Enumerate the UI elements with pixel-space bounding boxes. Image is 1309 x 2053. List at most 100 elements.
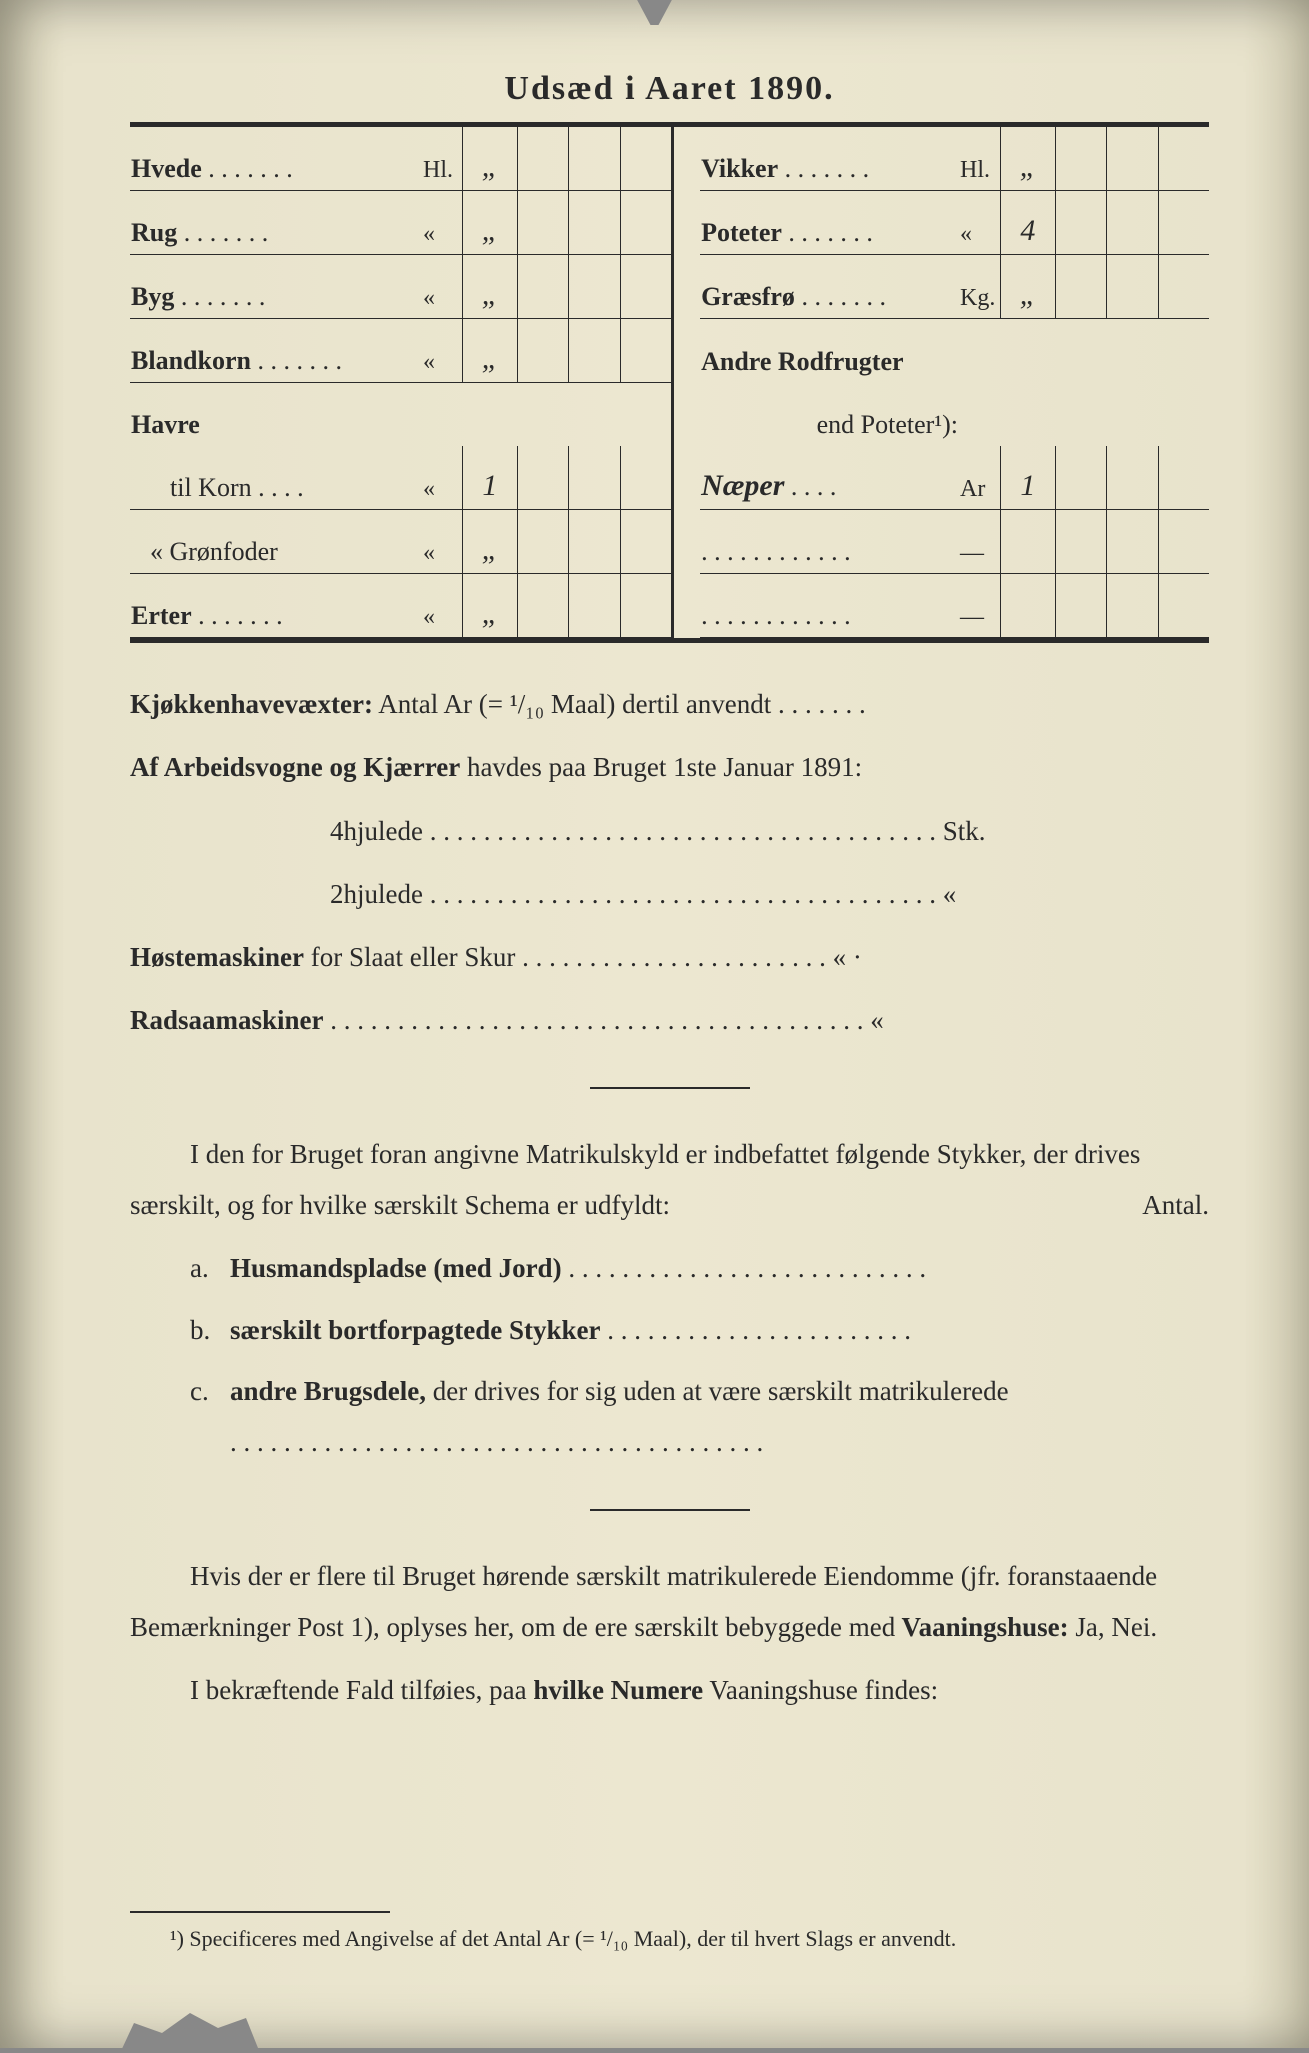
page-tear — [120, 2003, 260, 2053]
crop-label-right: Andre Rodfrugter — [700, 319, 959, 383]
footnote-text: ¹) Specificeres med Angivelse af det Ant… — [130, 1921, 1209, 1956]
value-cell — [620, 510, 672, 574]
value-cell — [569, 191, 620, 255]
value-cell — [1158, 510, 1209, 574]
unit-right: Kg. — [959, 255, 1001, 319]
value-cell: „ — [463, 574, 518, 638]
value-cell — [569, 319, 620, 383]
list-a-dots: . . . . . . . . . . . . . . . . . . . . … — [562, 1253, 927, 1283]
crop-label-right: Poteter . . . . . . . — [700, 191, 959, 255]
para-vaaningshuse: Hvis der er flere til Bruget hørende sær… — [130, 1551, 1209, 1654]
value-cell — [517, 383, 568, 447]
para2-end: Ja, Nei. — [1069, 1612, 1157, 1642]
value-cell — [1001, 510, 1056, 574]
value-cell — [517, 446, 568, 510]
hoste-line: Høstemaskiner for Slaat eller Skur . . .… — [130, 932, 1209, 983]
unit-left — [422, 383, 463, 447]
crop-label-right: . . . . . . . . . . . . — [700, 510, 959, 574]
unit-right: — — [959, 510, 1001, 574]
arbeids-label: Af Arbeidsvogne og Kjærrer — [130, 752, 460, 782]
value-cell: „ — [1001, 255, 1056, 319]
seed-row: « Grønfoder«„. . . . . . . . . . . .— — [130, 510, 1209, 574]
footnote-rule — [130, 1911, 390, 1913]
page-title: Udsæd i Aaret 1890. — [130, 70, 1209, 108]
crop-label-left: Havre — [130, 383, 422, 447]
value-cell — [620, 319, 672, 383]
value-cell — [569, 127, 620, 191]
crop-label-left: Blandkorn . . . . . . . — [130, 319, 422, 383]
value-cell — [517, 510, 568, 574]
value-cell — [1158, 574, 1209, 638]
table-divider — [672, 191, 700, 255]
list-c-dots: . . . . . . . . . . . . . . . . . . . . … — [230, 1427, 763, 1457]
value-cell: „ — [463, 319, 518, 383]
unit-left: « — [422, 446, 463, 510]
para1-antal: Antal. — [1082, 1180, 1209, 1231]
unit-right — [959, 383, 1001, 447]
arbeids-rest: havdes paa Bruget 1ste Januar 1891: — [460, 752, 862, 782]
table-divider — [672, 446, 700, 510]
section-rule-1 — [590, 1087, 750, 1089]
unit-right: — — [959, 574, 1001, 638]
table-divider — [672, 127, 700, 191]
value-cell — [1107, 127, 1158, 191]
para3-a: I bekræftende Fald tilføies, paa — [190, 1675, 533, 1705]
crop-label-left: Byg . . . . . . . — [130, 255, 422, 319]
value-cell — [1055, 127, 1106, 191]
crop-label-right: . . . . . . . . . . . . — [700, 574, 959, 638]
rad-label: Radsaamaskiner — [130, 1005, 324, 1035]
document-page: Udsæd i Aaret 1890. Hvede . . . . . . .H… — [0, 0, 1309, 2048]
rad-rest: . . . . . . . . . . . . . . . . . . . . … — [324, 1005, 884, 1035]
value-cell: 4 — [1001, 191, 1056, 255]
para1-text: I den for Bruget foran angivne Matrikuls… — [130, 1139, 1140, 1220]
list-b-dots: . . . . . . . . . . . . . . . . . . . . … — [600, 1315, 911, 1345]
para3-bold: hvilke Numere — [533, 1675, 703, 1705]
value-cell — [620, 574, 672, 638]
unit-right: Hl. — [959, 127, 1001, 191]
value-cell — [620, 191, 672, 255]
value-cell — [1055, 574, 1106, 638]
crop-label-right: Vikker . . . . . . . — [700, 127, 959, 191]
value-cell — [1001, 319, 1056, 383]
footnote-area: ¹) Specificeres med Angivelse af det Ant… — [130, 1911, 1209, 1978]
letter-a: a. — [190, 1243, 230, 1294]
value-cell — [1055, 510, 1106, 574]
value-cell — [620, 255, 672, 319]
value-cell — [1107, 383, 1158, 447]
value-cell — [569, 255, 620, 319]
value-cell — [517, 191, 568, 255]
crop-label-left: Hvede . . . . . . . — [130, 127, 422, 191]
value-cell — [1107, 255, 1158, 319]
crop-label-left: til Korn . . . . — [130, 446, 422, 510]
kjokken-line: Kjøkkenhavevæxter: Antal Ar (= ¹/₁₀ Maal… — [130, 679, 1209, 730]
unit-left: « — [422, 510, 463, 574]
value-cell — [1001, 383, 1056, 447]
crop-label-left: Erter . . . . . . . — [130, 574, 422, 638]
value-cell — [1055, 191, 1106, 255]
seed-table: Hvede . . . . . . . Hl. „ Vikker . . . . . … — [130, 127, 1209, 638]
value-cell: 1 — [1001, 446, 1056, 510]
hoste-rest: for Slaat eller Skur . . . . . . . . . .… — [304, 942, 862, 972]
value-cell — [1001, 574, 1056, 638]
value-cell — [1158, 255, 1209, 319]
value-cell — [517, 319, 568, 383]
seed-row: Hvede . . . . . . .Hl.„Vikker . . . . . … — [130, 127, 1209, 191]
table-divider — [672, 255, 700, 319]
value-cell — [517, 127, 568, 191]
seed-row: Erter . . . . . . .«„. . . . . . . . . .… — [130, 574, 1209, 638]
value-cell — [517, 574, 568, 638]
value-cell — [517, 255, 568, 319]
unit-right: Ar — [959, 446, 1001, 510]
value-cell: „ — [463, 510, 518, 574]
value-cell — [620, 127, 672, 191]
value-cell — [1055, 255, 1106, 319]
seed-row: Havreend Poteter¹): — [130, 383, 1209, 447]
para2-bold: Vaaningshuse: — [895, 1612, 1068, 1642]
value-cell — [569, 574, 620, 638]
table-divider — [672, 510, 700, 574]
table-divider — [672, 574, 700, 638]
value-cell — [463, 383, 518, 447]
body-section: Kjøkkenhavevæxter: Antal Ar (= ¹/₁₀ Maal… — [130, 679, 1209, 1716]
seed-row: til Korn . . . .«1Næper . . . .Ar1 — [130, 446, 1209, 510]
list-c-bold: andre Brugsdele, — [230, 1376, 426, 1406]
